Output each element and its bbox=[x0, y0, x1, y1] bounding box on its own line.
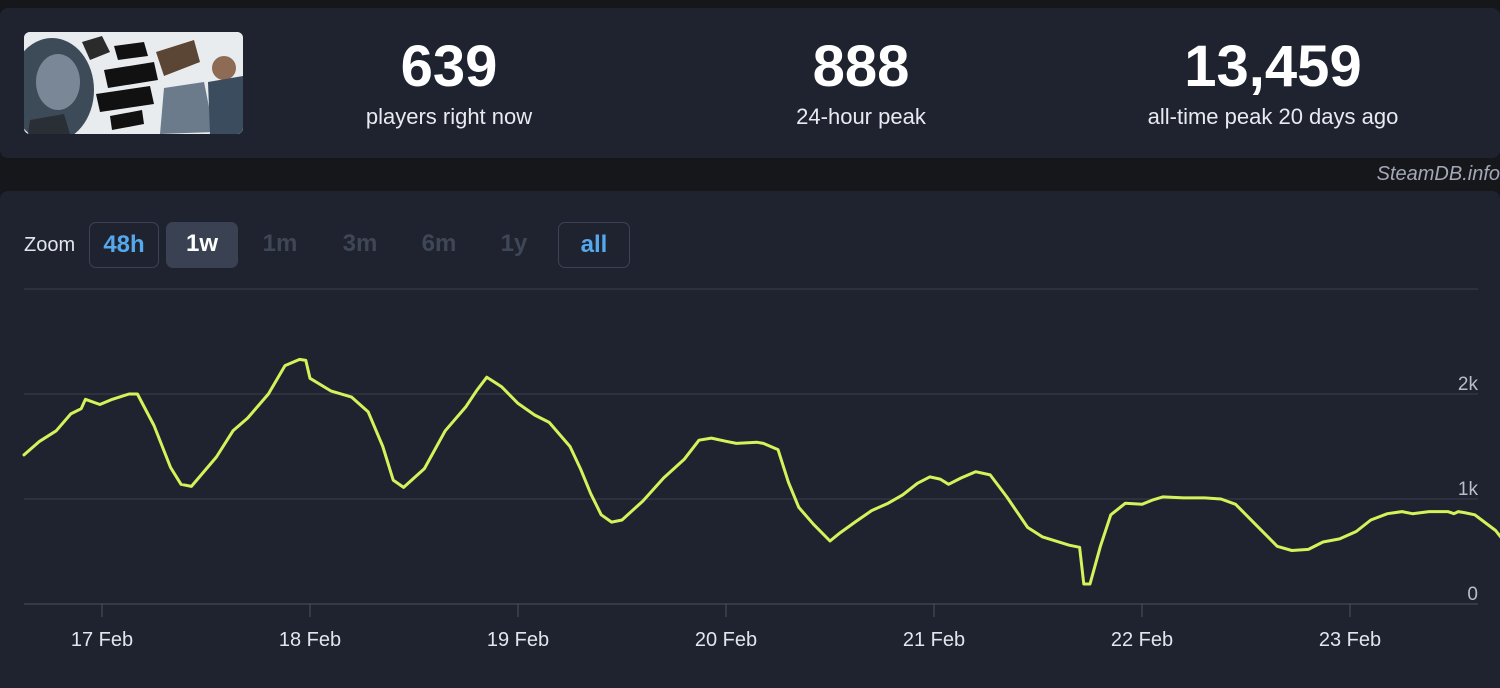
zoom-1m-button[interactable]: 1m bbox=[262, 230, 298, 257]
peak-24h-label: 24-hour peak bbox=[796, 104, 926, 129]
players-now-label: players right now bbox=[365, 104, 533, 129]
zoom-3m-button[interactable]: 3m bbox=[342, 230, 378, 257]
zoom-6m-button[interactable]: 6m bbox=[421, 230, 457, 257]
x-tick-label: 22 Feb bbox=[1111, 629, 1173, 651]
stat-players-now: 639 players right now bbox=[259, 34, 639, 132]
all-time-peak-value: 13,459 bbox=[1184, 34, 1362, 99]
zoom-1w-button[interactable]: 1w bbox=[166, 222, 238, 268]
chart-card bbox=[0, 191, 1500, 688]
peak-24h-value: 888 bbox=[812, 34, 910, 99]
x-tick-label: 21 Feb bbox=[903, 629, 965, 651]
y-tick-label: 0 bbox=[1467, 584, 1478, 605]
x-tick-label: 20 Feb bbox=[695, 629, 757, 651]
steamdb-credit: SteamDB.info bbox=[1376, 163, 1500, 185]
game-thumbnail[interactable] bbox=[24, 32, 243, 134]
y-tick-label: 2k bbox=[1458, 374, 1479, 395]
series-layer bbox=[22, 357, 1500, 586]
stat-24h-peak: 888 24-hour peak bbox=[671, 34, 1051, 132]
x-tick-label: 17 Feb bbox=[71, 629, 133, 651]
zoom-all-button[interactable]: all bbox=[558, 222, 630, 268]
stat-all-time-peak: 13,459 all-time peak 20 days ago bbox=[1083, 34, 1463, 132]
zoom-48h-button[interactable]: 48h bbox=[89, 222, 159, 268]
chart-gridlines bbox=[24, 288, 1478, 605]
x-tick-label: 19 Feb bbox=[487, 629, 549, 651]
players-series-line[interactable] bbox=[22, 357, 1500, 586]
game-cover-art-icon bbox=[24, 32, 243, 134]
zoom-1y-button[interactable]: 1y bbox=[500, 230, 528, 257]
x-axis: 17 Feb 18 Feb 19 Feb 20 Feb 21 Feb 22 Feb 23 F… bbox=[71, 604, 1381, 651]
y-axis: 0 1k 2k bbox=[1458, 374, 1479, 605]
all-time-peak-label: all-time peak 20 days ago bbox=[1147, 104, 1399, 129]
x-tick-label: 18 Feb bbox=[279, 629, 341, 651]
stats-card: 639 players right now 888 24-hour peak 1… bbox=[0, 8, 1500, 158]
players-now-value: 639 bbox=[400, 34, 498, 99]
y-tick-label: 1k bbox=[1458, 479, 1479, 500]
zoom-label: Zoom bbox=[24, 234, 76, 256]
x-tick-label: 23 Feb bbox=[1319, 629, 1381, 651]
